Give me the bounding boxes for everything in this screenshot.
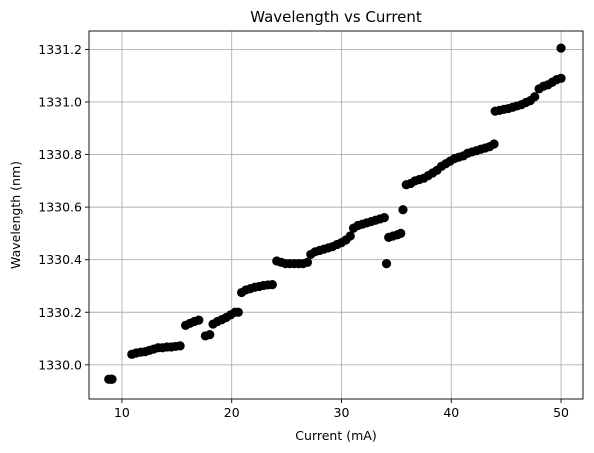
x-axis-ticks: 10 20 30 40 50 [114, 399, 569, 420]
x-tick-label: 50 [553, 405, 569, 420]
y-tick-label: 1330.4 [38, 252, 82, 267]
data-point [205, 330, 215, 340]
y-tick-label: 1330.6 [38, 200, 82, 215]
y-tick-label: 1331.0 [38, 94, 82, 109]
data-point [233, 307, 243, 317]
x-tick-label: 10 [114, 405, 130, 420]
y-tick-label: 1331.2 [38, 42, 82, 57]
data-point [107, 374, 117, 384]
chart-title: Wavelength vs Current [250, 8, 422, 26]
data-point [381, 259, 392, 269]
data-point [396, 228, 406, 238]
x-axis-label: Current (mA) [295, 428, 376, 443]
data-point [530, 92, 540, 102]
data-point [556, 73, 566, 83]
grid-lines [89, 31, 583, 399]
x-tick-label: 20 [224, 405, 240, 420]
data-point [175, 341, 185, 351]
x-tick-label: 40 [443, 405, 459, 420]
data-point [194, 315, 204, 325]
data-point [302, 257, 313, 267]
y-tick-label: 1330.0 [38, 357, 82, 372]
data-point [267, 280, 277, 290]
y-axis-label: Wavelength (nm) [8, 161, 23, 269]
plot-frame [88, 30, 584, 400]
data-point [556, 43, 566, 53]
y-axis-ticks: 1330.0 1330.2 1330.4 1330.6 1330.8 1331.0 1331… [38, 42, 89, 372]
data-point [345, 231, 355, 241]
data-point [379, 213, 389, 223]
y-tick-label: 1330.8 [38, 147, 82, 162]
data-points [104, 43, 566, 384]
data-point [489, 139, 499, 149]
y-tick-label: 1330.2 [38, 305, 82, 320]
data-point [398, 205, 408, 215]
x-tick-label: 30 [334, 405, 350, 420]
